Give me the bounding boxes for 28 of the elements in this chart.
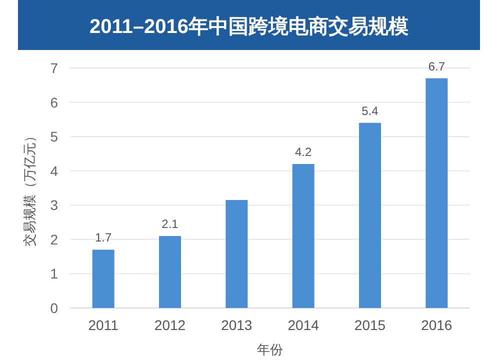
- bar: [159, 236, 181, 308]
- x-tick-label: 2013: [221, 317, 252, 333]
- x-tick-label: 2016: [421, 317, 452, 333]
- data-label: 5.4: [362, 104, 379, 118]
- data-label: 1.7: [94, 230, 112, 245]
- bar: [92, 250, 114, 308]
- bar: [359, 122, 381, 308]
- y-tick-label: 7: [50, 60, 58, 76]
- y-tick-label: 6: [50, 94, 58, 110]
- y-tick-label: 3: [50, 197, 58, 214]
- chart-title: 2011–2016年中国跨境电商交易规模: [89, 15, 409, 38]
- y-tick-label: 1: [50, 266, 58, 282]
- data-label: 2.1: [162, 217, 179, 231]
- y-tick-label: 2: [50, 231, 58, 248]
- bar: [292, 164, 314, 308]
- bar: [426, 78, 448, 308]
- x-tick-label: 2015: [354, 317, 386, 333]
- x-tick-label: 2011: [88, 317, 119, 333]
- x-axis-title: 年份: [257, 342, 283, 357]
- x-tick-label: 2012: [154, 317, 186, 333]
- y-tick-label: 5: [50, 128, 58, 145]
- y-axis-title: 交易规模（万亿元）: [22, 130, 37, 246]
- data-label: 6.7: [428, 59, 446, 74]
- y-tick-label: 4: [50, 162, 58, 179]
- y-tick-label: 0: [50, 300, 58, 316]
- bar: [226, 200, 248, 308]
- x-tick-label: 2014: [288, 317, 320, 333]
- data-label: 4.2: [294, 145, 312, 159]
